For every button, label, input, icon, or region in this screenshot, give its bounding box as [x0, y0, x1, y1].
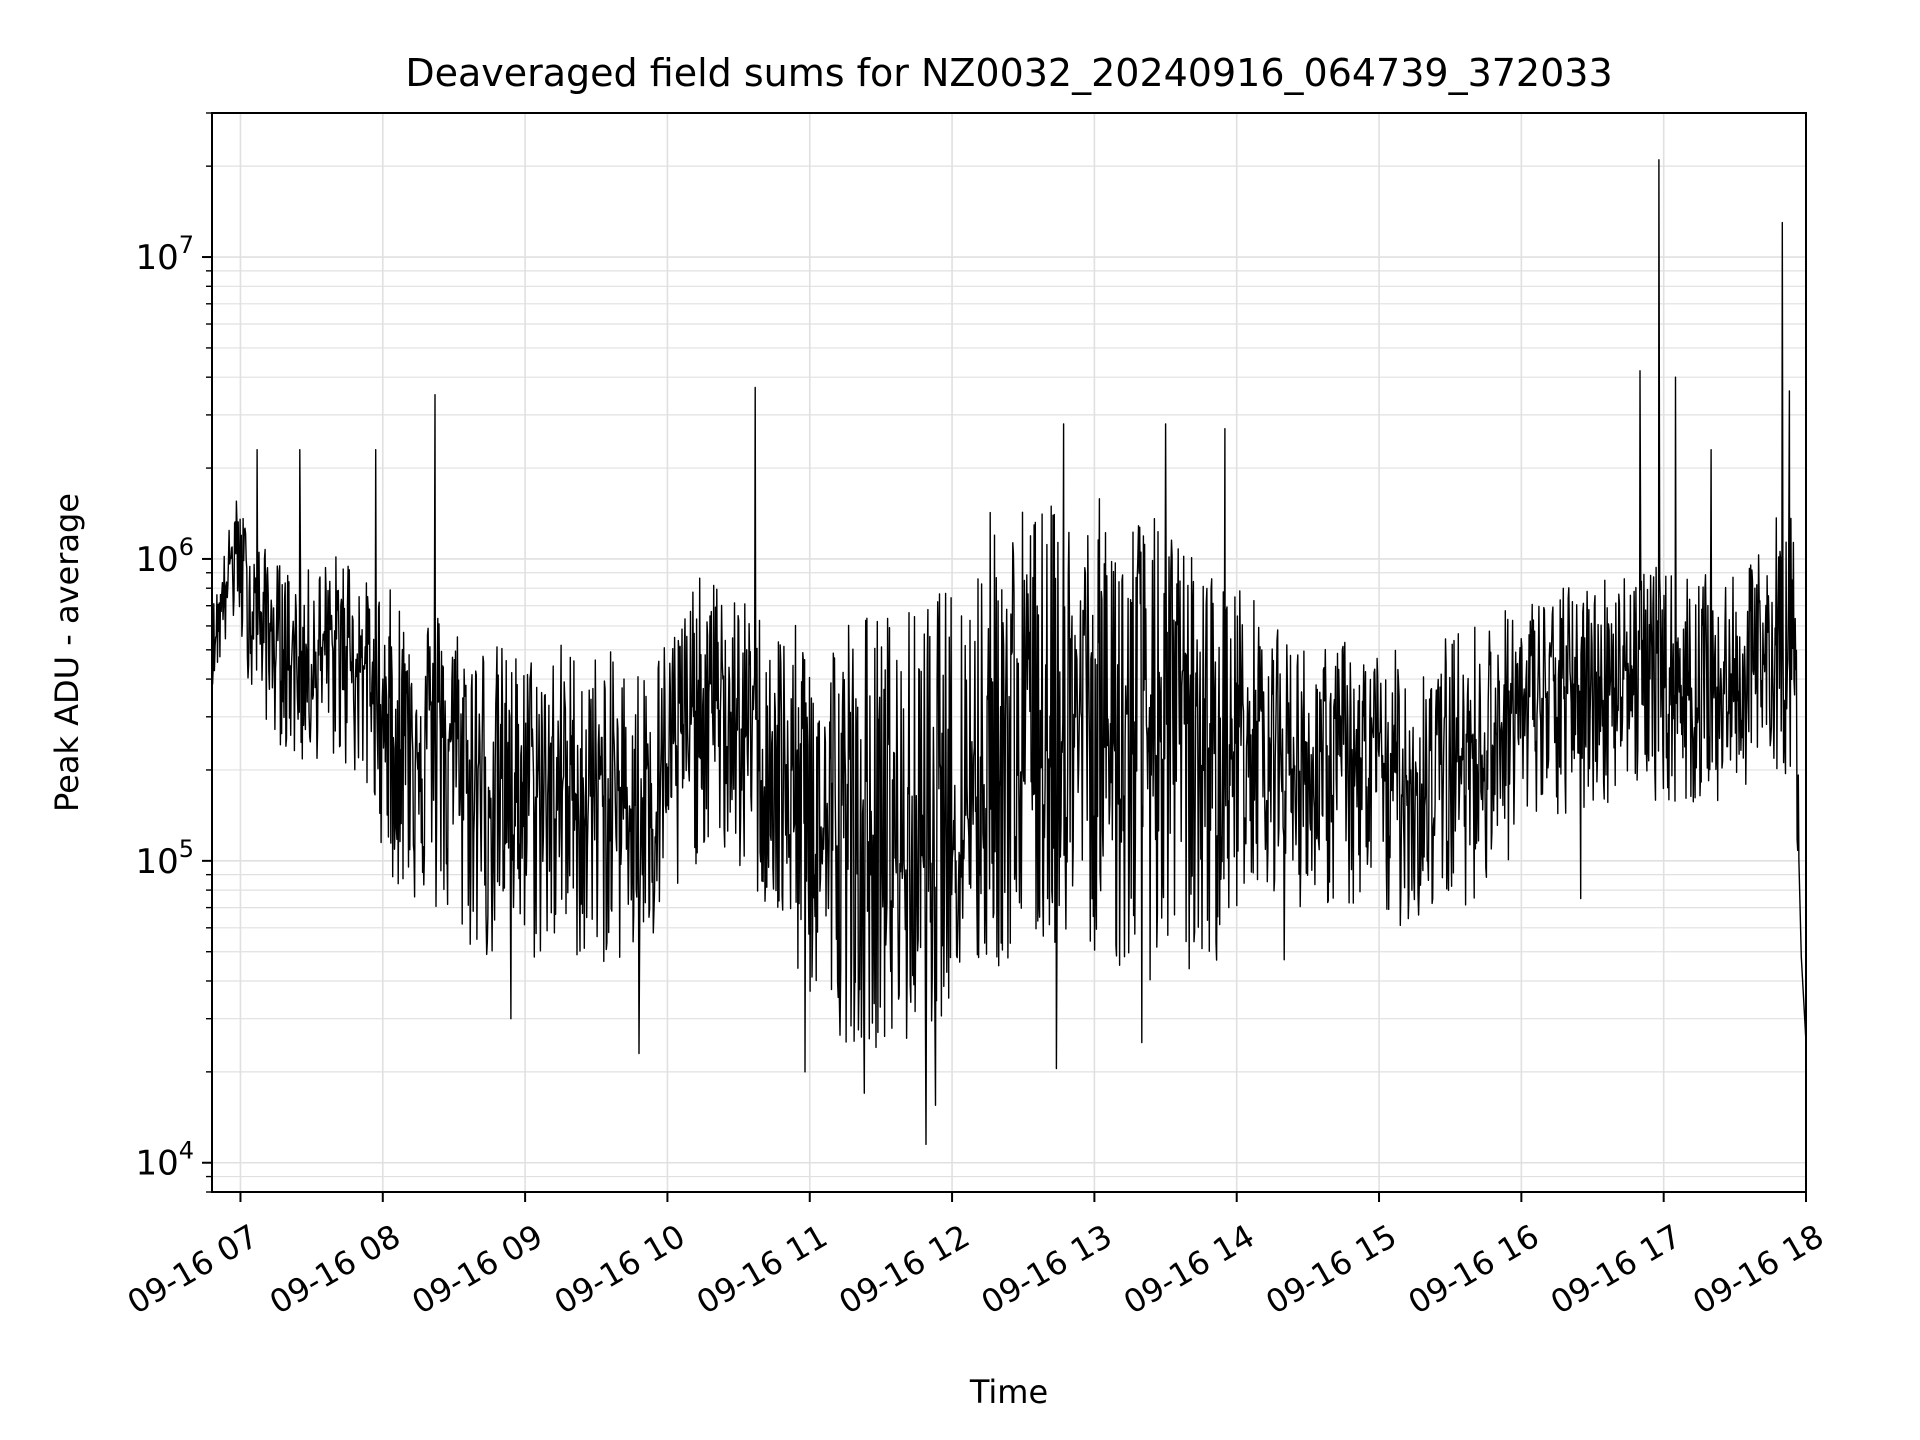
y-axis-ticks: 104 105 106 107: [135, 112, 212, 1193]
y-tick-label: 107: [135, 231, 194, 278]
y-tick-label: 106: [135, 533, 194, 580]
y-tick-label: 104: [135, 1137, 194, 1184]
x-axis-label: Time: [969, 1373, 1048, 1411]
series-line: [211, 159, 1807, 1146]
y-tick-label: 105: [135, 835, 194, 882]
y-axis-label: Peak ADU - average: [48, 493, 86, 812]
series-path: [211, 159, 1807, 1146]
plot-area-frame: [211, 112, 1807, 1193]
chart-title: Deaveraged field sums for NZ0032_2024091…: [405, 51, 1612, 95]
